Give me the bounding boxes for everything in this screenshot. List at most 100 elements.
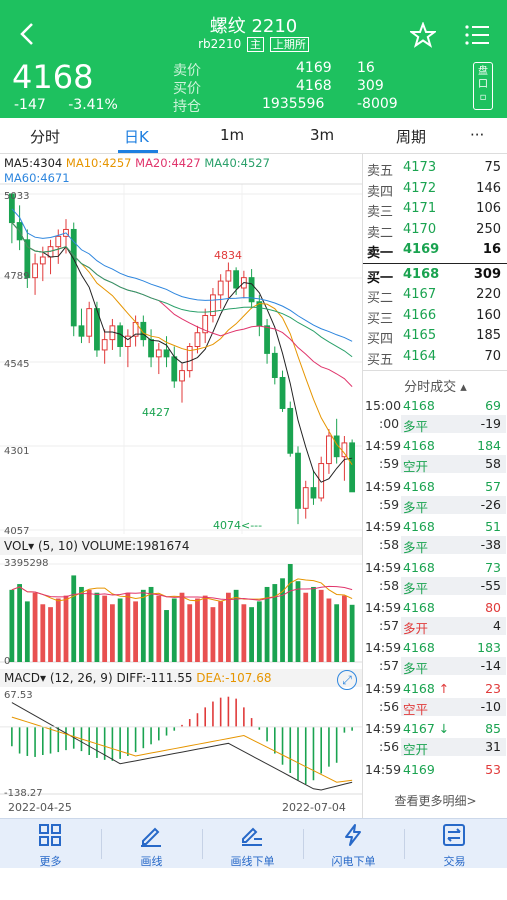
ask-label: 卖价 bbox=[173, 63, 201, 79]
candle-body bbox=[287, 407, 294, 454]
trade-time: 14:59 bbox=[365, 519, 402, 535]
ask-level-row[interactable]: 卖一 4169 16 bbox=[363, 242, 507, 262]
more-details-link[interactable]: 查看更多明细> bbox=[394, 794, 477, 808]
ma60-line bbox=[11, 208, 353, 342]
trade-seconds: :57 bbox=[379, 618, 400, 633]
level-volume: 70 bbox=[484, 348, 501, 364]
main-contract-tag: 主 bbox=[247, 37, 265, 52]
candle-body bbox=[163, 349, 170, 358]
price-change-pct: -3.41% bbox=[68, 97, 118, 113]
trade-time: 14:59 bbox=[365, 640, 402, 656]
level-label: 卖二 bbox=[367, 225, 394, 241]
trade-row: 14:59 4169 53 bbox=[363, 762, 507, 800]
nav-draw[interactable]: 画线 bbox=[101, 819, 202, 869]
volume-bar bbox=[349, 604, 355, 662]
trade-kind-bg bbox=[401, 495, 506, 514]
tab-1m[interactable]: 1m bbox=[220, 126, 245, 144]
level-price: 4169 bbox=[403, 242, 440, 257]
bid-level-row[interactable]: 买四 4165 185 bbox=[363, 328, 507, 348]
kline-chart-area[interactable]: MA5:4304 MA10:4257 MA20:4427 MA40:4527 M… bbox=[0, 154, 362, 818]
fullscreen-icon[interactable]: ⤢ bbox=[337, 670, 357, 690]
nav-more-label: 更多 bbox=[39, 855, 62, 868]
pen-order-icon bbox=[242, 827, 262, 846]
orderbook-toggle-button[interactable]: 盘口 ▫ bbox=[473, 62, 493, 110]
level-label: 卖四 bbox=[367, 184, 394, 200]
level-price: 4170 bbox=[403, 221, 437, 237]
ma40-line bbox=[11, 222, 353, 358]
trade-time: 14:59 bbox=[365, 559, 402, 575]
trade-oi-change: 31 bbox=[485, 739, 501, 755]
candle-body bbox=[155, 349, 162, 358]
ask-level-row[interactable]: 卖五 4173 75 bbox=[363, 160, 507, 180]
more-tabs-button[interactable]: ··· bbox=[470, 126, 485, 144]
trade-kind: 空开 bbox=[403, 742, 429, 758]
candle-body bbox=[233, 270, 240, 289]
trade-seconds: :59 bbox=[379, 496, 400, 512]
trades-header[interactable]: 分时成交 ▴ bbox=[404, 380, 467, 395]
back-icon[interactable] bbox=[16, 20, 38, 48]
trade-kind-bg bbox=[401, 657, 506, 676]
ma10-line bbox=[11, 222, 353, 465]
level-volume: 16 bbox=[482, 242, 501, 257]
macd-min: -138.27 bbox=[4, 788, 43, 799]
nav-draw-order[interactable]: 画线下单 bbox=[202, 819, 303, 869]
trade-volume: 69 bbox=[485, 398, 501, 413]
candle-body bbox=[295, 452, 301, 509]
nav-divider bbox=[202, 829, 203, 859]
trade-oi-change: -19 bbox=[480, 416, 501, 431]
price-tick: 4301 bbox=[4, 446, 29, 457]
nav-flash-order[interactable]: 闪电下单 bbox=[303, 819, 404, 869]
ask-level-row[interactable]: 卖二 4170 250 bbox=[363, 222, 507, 242]
volume-bar bbox=[40, 604, 46, 662]
tab-intraday[interactable]: 分时 bbox=[30, 128, 61, 146]
instrument-title: 螺纹 2210 bbox=[209, 16, 298, 37]
level-label: 买三 bbox=[367, 311, 394, 327]
tab-3m[interactable]: 3m bbox=[310, 126, 335, 144]
trade-volume: 184 bbox=[477, 438, 501, 454]
ask-level-row[interactable]: 卖四 4172 146 bbox=[363, 181, 507, 201]
volume-bar bbox=[71, 575, 77, 662]
ask-level-row[interactable]: 卖三 4171 106 bbox=[363, 201, 507, 221]
volume-bar bbox=[125, 592, 131, 662]
trade-kind-bg bbox=[401, 455, 506, 474]
nav-trade[interactable]: 交易 bbox=[404, 819, 505, 869]
level-label: 买二 bbox=[367, 291, 394, 306]
pen-icon bbox=[141, 827, 161, 847]
bid-label: 买价 bbox=[173, 81, 201, 97]
oi-change: -8009 bbox=[357, 96, 398, 112]
menu-icon[interactable] bbox=[464, 24, 490, 46]
trade-arrow: ↓ bbox=[438, 721, 450, 737]
tab-daily-k[interactable]: 日K bbox=[124, 128, 149, 146]
last-price: 4168 bbox=[12, 58, 94, 96]
price-tick: 4789 bbox=[4, 271, 29, 282]
star-icon[interactable] bbox=[410, 22, 436, 48]
low-price-label: 4427 bbox=[142, 406, 170, 419]
ma10-value: MA10:4257 bbox=[65, 156, 132, 170]
trade-price: 4168 ↑ bbox=[403, 681, 449, 696]
trade-oi-change: 4 bbox=[493, 618, 501, 633]
bid-level-row[interactable]: 买二 4167 220 bbox=[363, 287, 507, 307]
level-volume: 160 bbox=[476, 307, 501, 323]
tab-period[interactable]: 周期 bbox=[396, 128, 427, 146]
ask-price: 4169 bbox=[296, 60, 332, 76]
trade-kind: 多平 bbox=[403, 540, 429, 556]
bid-level-row[interactable]: 买一 4168 309 bbox=[363, 267, 507, 287]
volume-bar bbox=[202, 595, 208, 662]
end-date: 2022-07-04 bbox=[282, 801, 346, 814]
volume-bar bbox=[256, 601, 262, 662]
candle-body bbox=[264, 325, 270, 354]
trade-price-value: 4168 bbox=[403, 640, 435, 656]
volume-bar bbox=[63, 595, 69, 662]
trade-kind: 多平 bbox=[403, 580, 429, 596]
bid-level-row[interactable]: 买五 4164 70 bbox=[363, 349, 507, 369]
high-price-label: 4834 bbox=[214, 249, 242, 262]
trade-price: 4168 bbox=[403, 640, 435, 655]
nav-more[interactable]: 更多 bbox=[0, 819, 101, 869]
trade-kind: 多开 bbox=[403, 621, 429, 636]
level-volume: 106 bbox=[476, 201, 501, 216]
level-price: 4171 bbox=[403, 201, 437, 216]
trade-oi-change: -26 bbox=[480, 496, 501, 512]
candle-body bbox=[217, 280, 224, 296]
bid-level-row[interactable]: 买三 4166 160 bbox=[363, 308, 507, 328]
macd-dea-line bbox=[11, 716, 353, 783]
